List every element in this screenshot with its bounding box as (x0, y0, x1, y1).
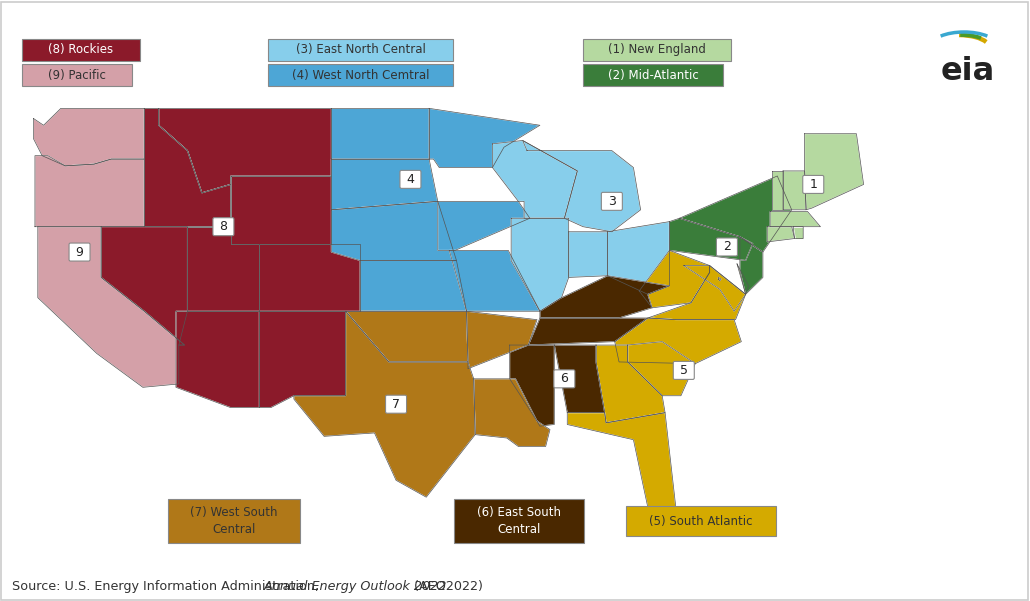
Text: 5: 5 (680, 364, 688, 377)
FancyBboxPatch shape (602, 192, 622, 210)
Text: 6: 6 (560, 373, 569, 385)
Polygon shape (34, 108, 144, 166)
Polygon shape (771, 171, 783, 210)
Text: 3: 3 (608, 195, 616, 208)
FancyBboxPatch shape (385, 395, 407, 413)
FancyBboxPatch shape (717, 238, 737, 256)
Polygon shape (568, 413, 677, 522)
Polygon shape (332, 108, 430, 159)
Polygon shape (528, 318, 648, 345)
Polygon shape (793, 227, 803, 239)
Polygon shape (804, 133, 863, 210)
Polygon shape (101, 227, 187, 345)
Polygon shape (640, 251, 710, 308)
Polygon shape (332, 201, 456, 260)
Polygon shape (670, 218, 753, 260)
Polygon shape (627, 341, 695, 395)
Polygon shape (187, 227, 260, 311)
Polygon shape (346, 311, 468, 362)
FancyBboxPatch shape (802, 175, 824, 194)
Polygon shape (467, 311, 537, 368)
Polygon shape (737, 264, 749, 294)
Polygon shape (260, 311, 346, 407)
Bar (22, 39, 140, 61)
Polygon shape (474, 379, 550, 447)
Polygon shape (438, 201, 529, 251)
Text: 7: 7 (392, 398, 400, 410)
Bar (268, 39, 453, 61)
Text: (3) East North Central: (3) East North Central (296, 43, 425, 56)
FancyBboxPatch shape (554, 370, 575, 388)
Text: (5) South Atlantic: (5) South Atlantic (649, 514, 753, 528)
Polygon shape (231, 176, 332, 243)
Polygon shape (783, 171, 806, 210)
Polygon shape (596, 345, 665, 423)
Polygon shape (492, 141, 578, 218)
Polygon shape (144, 108, 231, 227)
Bar (583, 39, 731, 61)
Text: 4: 4 (407, 173, 414, 186)
Text: (6) East South
Central: (6) East South Central (477, 506, 561, 536)
Text: 8: 8 (219, 220, 228, 233)
FancyBboxPatch shape (400, 170, 421, 188)
Polygon shape (718, 278, 721, 281)
Polygon shape (38, 227, 184, 387)
Text: (9) Pacific: (9) Pacific (48, 69, 106, 82)
Polygon shape (680, 176, 792, 252)
Text: (8) Rockies: (8) Rockies (48, 43, 113, 56)
Text: (4) West North Cemtral: (4) West North Cemtral (291, 69, 430, 82)
Polygon shape (554, 345, 605, 413)
FancyBboxPatch shape (213, 218, 234, 236)
Polygon shape (569, 232, 608, 278)
Polygon shape (449, 251, 540, 311)
Text: Annual Energy Outlook 2022: Annual Energy Outlook 2022 (264, 580, 447, 593)
Bar (268, 64, 453, 86)
Text: Source: U.S. Energy Information Administration,: Source: U.S. Energy Information Administ… (12, 580, 323, 593)
Text: 1: 1 (810, 178, 817, 191)
Polygon shape (430, 108, 540, 168)
Bar (22, 64, 132, 86)
Polygon shape (615, 318, 742, 364)
Polygon shape (176, 311, 260, 407)
Polygon shape (770, 212, 821, 227)
Polygon shape (510, 345, 554, 426)
Text: (7) West South
Central: (7) West South Central (191, 506, 278, 536)
Polygon shape (648, 266, 746, 320)
Text: eia: eia (940, 55, 995, 87)
Polygon shape (684, 266, 746, 311)
Text: (1) New England: (1) New England (608, 43, 706, 56)
Polygon shape (740, 237, 763, 294)
Polygon shape (360, 260, 467, 311)
Bar (583, 64, 723, 86)
Polygon shape (159, 108, 332, 193)
Bar (168, 499, 300, 543)
FancyBboxPatch shape (69, 243, 90, 261)
Polygon shape (35, 156, 144, 227)
FancyBboxPatch shape (674, 361, 694, 379)
Bar (626, 506, 776, 536)
Bar (454, 499, 584, 543)
Polygon shape (522, 141, 641, 232)
Text: (AEO2022): (AEO2022) (410, 580, 482, 593)
Polygon shape (260, 243, 360, 311)
Polygon shape (332, 159, 438, 210)
Polygon shape (767, 227, 794, 242)
Polygon shape (540, 276, 670, 318)
Polygon shape (608, 222, 670, 294)
Polygon shape (511, 218, 569, 311)
Text: 2: 2 (723, 240, 731, 254)
Text: 9: 9 (75, 246, 83, 258)
Text: (2) Mid-Atlantic: (2) Mid-Atlantic (608, 69, 698, 82)
Polygon shape (294, 311, 475, 497)
